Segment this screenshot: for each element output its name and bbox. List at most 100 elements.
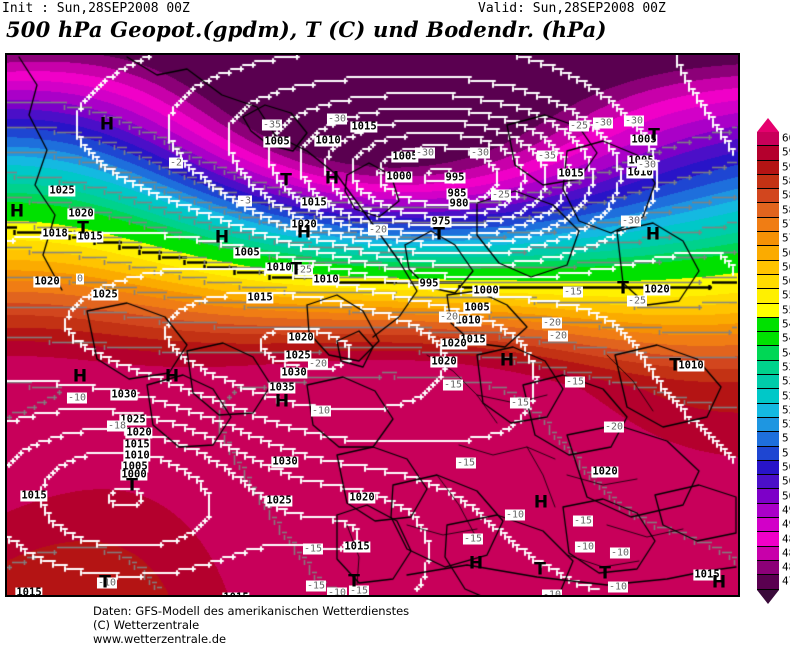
temperature-label: -30: [592, 117, 614, 129]
colorbar-tick-label: 592: [782, 160, 790, 174]
colorbar-cell: [757, 403, 779, 418]
isobar-label: 1015: [557, 167, 585, 180]
low-pressure-marker: T: [617, 278, 629, 299]
high-pressure-marker: H: [72, 366, 88, 387]
low-pressure-marker: T: [648, 125, 660, 146]
colorbar-tick-label: 488: [782, 532, 790, 546]
temperature-label: -20: [603, 421, 625, 433]
colorbar-cell: [757, 317, 779, 333]
map-field-canvas: [7, 55, 738, 595]
isobar-label: 985: [446, 187, 468, 200]
temperature-label: -10: [607, 581, 629, 593]
colorbar-tick-label: 500: [782, 489, 790, 503]
colorbar-cell: [757, 332, 779, 347]
colorbar-cell: [757, 246, 779, 261]
isobar-label: 1020: [440, 337, 468, 350]
low-pressure-marker: T: [534, 559, 546, 580]
weather-map[interactable]: 1025 1020 1018 1015 1020 1025 1005 1010 1015 1005…: [5, 53, 740, 597]
temperature-label: -15: [509, 397, 531, 409]
isobar-label: 1035: [268, 381, 296, 394]
isobar-label: 1020: [430, 355, 458, 368]
temperature-label: -15: [348, 585, 370, 597]
isobar-label: 1020: [591, 465, 619, 478]
temperature-label: -30: [326, 113, 348, 125]
high-pressure-marker: H: [324, 168, 340, 189]
low-pressure-marker: T: [77, 218, 89, 239]
isobar-label: 1000: [472, 284, 500, 297]
temperature-label: -15: [455, 457, 477, 469]
colorbar-tick-label: 584: [782, 188, 790, 202]
low-pressure-marker: T: [99, 572, 111, 593]
isobar-label: 1020: [290, 218, 318, 231]
colorbar-tick-label: 476: [782, 574, 790, 588]
isobar-label: 1030: [271, 455, 299, 468]
low-pressure-marker: T: [290, 259, 302, 280]
high-pressure-marker: H: [645, 224, 661, 245]
colorbar-tick-label: 600: [782, 131, 790, 145]
isobar-label: 1010: [314, 134, 342, 147]
isobar-label: 1010: [677, 359, 705, 372]
colorbar-cell: [757, 303, 779, 318]
isobar-label: 1010: [123, 449, 151, 462]
credit-line-2: (C) Wetterzentrale: [93, 618, 200, 632]
temperature-label: -20: [438, 311, 460, 323]
isobar-label: 1010: [626, 166, 654, 179]
high-pressure-marker: H: [533, 492, 549, 513]
colorbar-cell: [757, 375, 779, 390]
colorbar-cell: [757, 475, 779, 490]
isobar-label: 1030: [110, 388, 138, 401]
colorbar-cell: [757, 546, 779, 561]
colorbar-cell: [757, 518, 779, 533]
init-time-label: Init : Sun,28SEP2008 00Z: [2, 1, 190, 16]
high-pressure-marker: H: [296, 222, 312, 243]
isobar-label: 1025: [119, 413, 147, 426]
colorbar-tick-label: 548: [782, 317, 790, 331]
isobar-label: 1000: [385, 170, 413, 183]
isobar-label: 1020: [643, 283, 671, 296]
colorbar-tick-label: 496: [782, 503, 790, 517]
colorbar-cell: [757, 203, 779, 218]
isobar-label: 1020: [125, 426, 153, 439]
colorbar-tick-label: 576: [782, 217, 790, 231]
isobar-label: 1005: [263, 135, 291, 148]
isobar-label: 1010: [265, 261, 293, 274]
isobar-label: 1020: [348, 491, 376, 504]
isobar-label: 1010: [312, 273, 340, 286]
temperature-label: -15: [305, 580, 327, 592]
colorbar-tick-label: 520: [782, 417, 790, 431]
colorbar-tick-label: 516: [782, 431, 790, 445]
isobar-label: 1010: [454, 314, 482, 327]
colorbar-cell: [757, 189, 779, 204]
high-pressure-marker: H: [214, 227, 230, 248]
low-pressure-marker: T: [280, 170, 292, 191]
colorbar-tick-label: 492: [782, 517, 790, 531]
credits: Daten: GFS-Modell des amerikanischen Wet…: [93, 604, 409, 646]
colorbar-cell: [757, 532, 779, 547]
colorbar[interactable]: [757, 132, 779, 590]
high-pressure-marker: H: [711, 572, 727, 593]
colorbar-tick-label: 484: [782, 546, 790, 560]
isobar-label: 1020: [287, 331, 315, 344]
high-pressure-marker: H: [274, 391, 290, 412]
temperature-label: -10: [574, 541, 596, 553]
colorbar-cell: [757, 417, 779, 433]
colorbar-cell: [757, 503, 779, 519]
isobar-label: 1015: [123, 438, 151, 451]
isobar-label: 1015: [222, 592, 250, 595]
temperature-label: -3: [237, 195, 253, 207]
temperature-label: -30: [414, 147, 436, 159]
temperature-label: -15: [442, 379, 464, 391]
colorbar-tick-label: 572: [782, 231, 790, 245]
isobar-label: 980: [448, 197, 470, 210]
colorbar-cell: [757, 174, 779, 190]
isobar-label: 975: [430, 215, 452, 228]
colorbar-cell: [757, 446, 779, 461]
temperature-label: -35: [261, 119, 283, 131]
temperature-label: -10: [326, 587, 348, 597]
low-pressure-marker: T: [126, 475, 138, 496]
isobar-label: 1005: [121, 460, 149, 473]
temperature-label: -30: [620, 215, 642, 227]
temperature-label: 0: [75, 273, 85, 285]
isobar-label: 1015: [350, 120, 378, 133]
temperature-label: -30: [469, 147, 491, 159]
